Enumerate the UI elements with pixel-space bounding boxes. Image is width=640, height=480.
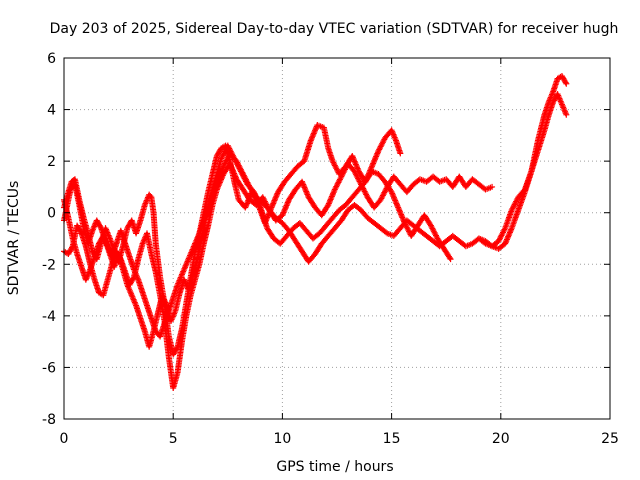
data-point bbox=[563, 111, 570, 118]
data-marks bbox=[61, 73, 570, 392]
data-point bbox=[562, 79, 569, 86]
data-point bbox=[447, 256, 454, 263]
y-tick-label: 4 bbox=[47, 103, 56, 119]
data-point bbox=[446, 254, 453, 261]
y-tick-label: -2 bbox=[42, 257, 56, 273]
y-tick-label: 0 bbox=[47, 206, 56, 222]
y-tick-label: -6 bbox=[42, 360, 56, 376]
data-point bbox=[563, 80, 570, 87]
data-point bbox=[489, 183, 496, 190]
y-axis-label: SDTVAR / TECUs bbox=[6, 181, 22, 296]
x-axis-label: GPS time / hours bbox=[276, 459, 393, 475]
plot-frame bbox=[63, 57, 611, 420]
x-tick-label: 0 bbox=[60, 431, 69, 447]
data-point bbox=[77, 229, 84, 236]
x-tick-label: 10 bbox=[273, 431, 291, 447]
y-tick-label: -4 bbox=[42, 309, 56, 325]
chart-title: Day 203 of 2025, Sidereal Day-to-day VTE… bbox=[50, 21, 619, 37]
x-tick-label: 20 bbox=[492, 431, 510, 447]
x-tick-label: 15 bbox=[383, 431, 401, 447]
data-point bbox=[147, 192, 154, 199]
x-tick-label: 25 bbox=[601, 431, 619, 447]
data-point bbox=[97, 223, 104, 230]
series-track-5 bbox=[475, 73, 570, 250]
y-tick-label: 2 bbox=[47, 154, 56, 170]
data-point bbox=[397, 150, 404, 157]
y-tick-label: 6 bbox=[47, 51, 56, 67]
axis-ticks: 0 5 10 15 20 25 -8 -6 -4 -2 0 2 4 6 bbox=[42, 51, 619, 447]
x-tick-label: 5 bbox=[169, 431, 178, 447]
y-tick-label: -8 bbox=[42, 412, 56, 428]
